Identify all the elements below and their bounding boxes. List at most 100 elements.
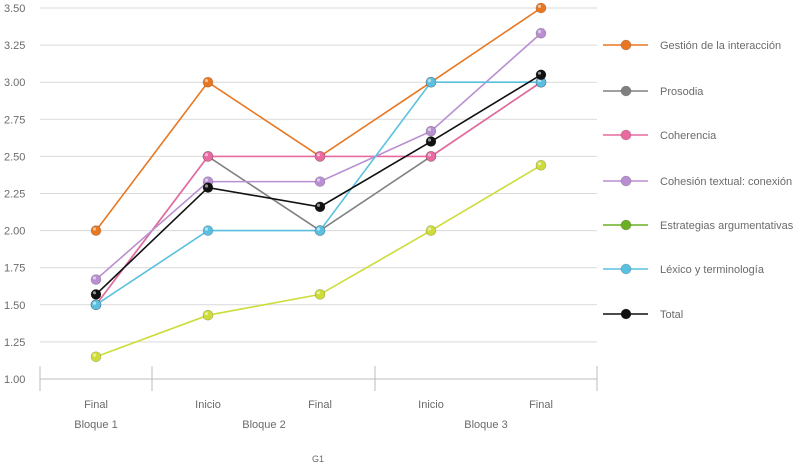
y-tick-label: 2.25 <box>4 189 25 201</box>
data-point-highlight <box>204 311 209 316</box>
legend-item: Estrategias argumentativas <box>603 219 794 232</box>
data-point <box>90 289 102 300</box>
data-point-highlight <box>316 291 321 295</box>
y-tick-label: 3.00 <box>4 77 25 89</box>
y-tick-label: 2.00 <box>4 226 25 238</box>
data-point-highlight <box>427 127 432 132</box>
y-tick-label: 2.75 <box>4 114 25 126</box>
data-point-highlight <box>427 227 432 231</box>
data-point <box>202 182 214 193</box>
data-point <box>314 151 326 162</box>
x-group-label: Bloque 2 <box>242 419 285 431</box>
legend-label: Léxico y terminología <box>660 264 765 276</box>
legend-item: Cohesión textual: conexión <box>603 175 792 188</box>
data-point <box>535 160 547 171</box>
data-point-highlight <box>537 4 542 8</box>
data-point-highlight <box>316 178 321 182</box>
series-3 <box>90 27 547 285</box>
y-tick-label: 2.50 <box>4 151 25 163</box>
legend-swatch-marker <box>620 39 632 51</box>
data-point-highlight <box>537 79 542 83</box>
data-point-highlight <box>92 291 97 295</box>
data-point <box>425 136 437 147</box>
data-point <box>425 125 437 137</box>
series-lines <box>90 2 547 363</box>
x-group-label: Bloque 3 <box>464 419 507 431</box>
y-tick-label: 1.75 <box>4 263 25 275</box>
x-tick-label: Final <box>308 399 332 411</box>
data-point-highlight <box>204 227 209 231</box>
data-point <box>535 2 547 14</box>
data-point <box>202 151 214 162</box>
data-point <box>202 225 214 236</box>
legend-item: Coherencia <box>603 129 717 142</box>
legend-item: Total <box>603 308 683 321</box>
legend-label: Total <box>660 309 683 321</box>
y-tick-label: 3.50 <box>4 3 25 15</box>
x-tick-label: Inicio <box>418 399 444 411</box>
data-point <box>425 76 437 88</box>
x-tick-label: Final <box>84 399 108 411</box>
data-point-highlight <box>92 227 97 231</box>
data-point <box>314 225 326 236</box>
legend-swatch-marker <box>620 175 632 187</box>
data-point <box>425 151 437 162</box>
data-point-highlight <box>92 353 97 357</box>
data-point-highlight <box>92 301 97 305</box>
legend-swatch-marker <box>620 263 632 275</box>
data-point-highlight <box>537 30 542 34</box>
data-point-highlight <box>427 153 432 157</box>
data-point-highlight <box>204 79 209 83</box>
data-point-highlight <box>92 276 97 280</box>
data-point <box>314 289 326 300</box>
data-point <box>90 299 102 311</box>
data-point-highlight <box>316 153 321 157</box>
y-tick-label: 1.00 <box>4 374 25 386</box>
y-tick-label: 1.50 <box>4 300 25 312</box>
legend-item: Prosodia <box>603 85 704 98</box>
data-point-highlight <box>427 79 432 83</box>
legend-item: Gestión de la interacción <box>603 39 781 52</box>
data-point-highlight <box>204 184 209 188</box>
legend-label: Prosodia <box>660 86 704 98</box>
legend-label: Cohesión textual: conexión <box>660 176 792 188</box>
data-point <box>314 176 326 187</box>
data-point <box>535 27 547 39</box>
legend-label: Coherencia <box>660 130 717 142</box>
x-group-label: Bloque 1 <box>74 419 117 431</box>
y-tick-label: 1.25 <box>4 337 25 349</box>
data-point-highlight <box>537 162 542 166</box>
series-6 <box>90 69 547 300</box>
legend-label: Gestión de la interacción <box>660 40 781 52</box>
x-axis: Final Inicio Final Inicio Final Bloque 1 Bloqu… <box>39 366 598 431</box>
data-point-highlight <box>204 178 209 182</box>
data-point <box>90 351 102 363</box>
data-point-highlight <box>316 203 321 207</box>
x-tick-label: Inicio <box>195 399 221 411</box>
data-point <box>90 274 102 285</box>
series-5 <box>90 76 547 311</box>
legend-swatch-marker <box>620 219 632 231</box>
legend-item: Léxico y terminología <box>603 263 765 276</box>
legend-label: Estrategias argumentativas <box>660 220 794 232</box>
legend: Gestión de la interacción Prosodia Coheren… <box>603 39 794 321</box>
data-point <box>535 69 547 81</box>
data-point <box>425 225 437 236</box>
legend-swatch-marker <box>620 129 632 141</box>
footer-label: G1 <box>312 454 324 464</box>
series-4 <box>90 160 547 363</box>
data-point <box>314 201 326 213</box>
data-point-highlight <box>427 138 432 142</box>
data-point-highlight <box>537 71 542 75</box>
x-tick-label: Final <box>529 399 553 411</box>
data-point-highlight <box>316 227 321 231</box>
y-axis-tick-labels: 1.00 1.25 1.50 1.75 2.00 2.25 2.50 2.75 3.00 3.25… <box>4 3 25 386</box>
data-point <box>202 76 214 88</box>
legend-swatch-marker <box>620 85 632 97</box>
data-point <box>202 309 214 321</box>
data-point-highlight <box>204 153 209 157</box>
data-point <box>90 225 102 236</box>
legend-swatch-marker <box>620 308 632 320</box>
y-tick-label: 3.25 <box>4 40 25 52</box>
